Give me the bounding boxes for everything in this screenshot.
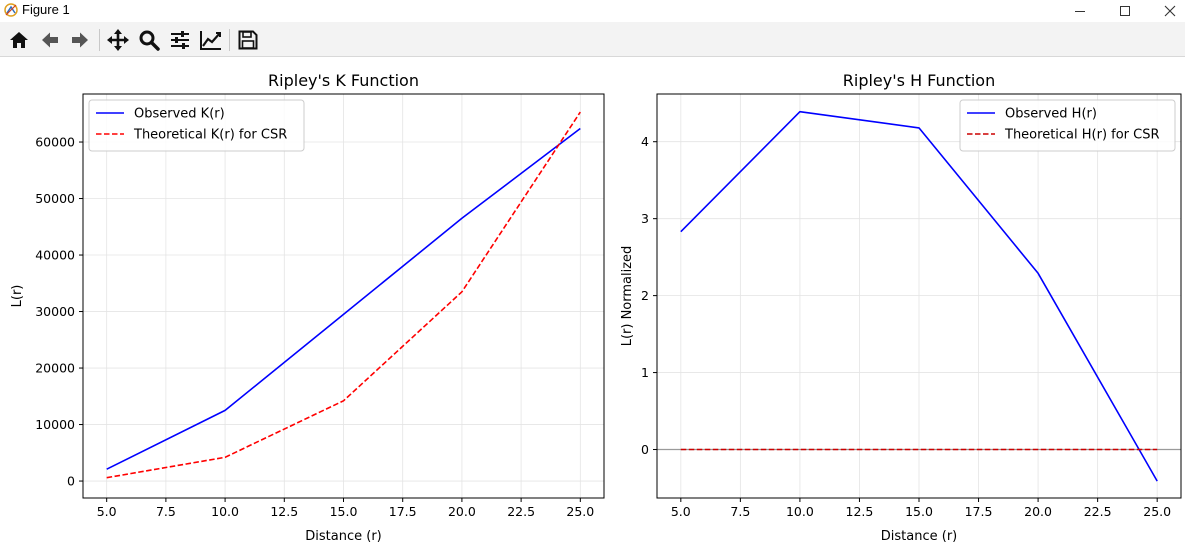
y-tick-label: 4 [641, 134, 649, 149]
x-tick-label: 7.5 [730, 504, 750, 519]
y-tick-label: 1 [641, 365, 649, 380]
chart-title: Ripley's K Function [268, 71, 419, 90]
y-tick-label: 0 [67, 474, 75, 489]
chart-title: Ripley's H Function [843, 71, 995, 90]
forward-button[interactable] [67, 27, 93, 53]
y-tick-label: 10000 [35, 417, 75, 432]
toolbar-separator [99, 29, 100, 51]
back-button[interactable] [37, 27, 63, 53]
magnifier-icon [139, 30, 160, 51]
y-tick-label: 40000 [35, 248, 75, 263]
home-icon [10, 32, 28, 48]
figure-app-icon [4, 3, 18, 17]
y-tick-label: 3 [641, 211, 649, 226]
x-tick-label: 5.0 [671, 504, 691, 519]
x-tick-label: 20.0 [448, 504, 476, 519]
toolbar-separator [229, 29, 230, 51]
x-tick-label: 25.0 [566, 504, 594, 519]
series-line-1 [680, 110, 1158, 482]
minimize-button[interactable] [1057, 0, 1103, 22]
zoom-button[interactable] [136, 27, 162, 53]
y-tick-label: 60000 [35, 135, 75, 150]
sliders-icon [171, 31, 189, 49]
y-tick-label: 2 [641, 288, 649, 303]
subplot-2: 5.0 7.5 10.0 12.5 15.0 17.5 20.0 22.5 25.0 0 1 2 3 4 R… [620, 71, 1182, 544]
line-chart-icon [200, 31, 221, 50]
legend-label: Observed H(r) [1005, 107, 1097, 122]
close-button[interactable] [1147, 0, 1185, 22]
legend: Observed K(r) Theoretical K(r) for CSR [88, 99, 305, 152]
window-title: Figure 1 [22, 2, 70, 17]
legend-label: Observed K(r) [134, 107, 225, 122]
x-tick-label: 12.5 [270, 504, 298, 519]
subplot-1: 5.0 7.5 10.0 12.5 15.0 17.5 20.0 22.5 25.0 0 10000… [10, 71, 605, 544]
title-bar: Figure 1 [0, 0, 1185, 22]
x-axis-label: Distance (r) [881, 529, 957, 544]
arrow-left-icon [42, 32, 58, 48]
close-icon [1164, 5, 1176, 17]
x-tick-label: 10.0 [786, 504, 814, 519]
figure-canvas: 5.0 7.5 10.0 12.5 15.0 17.5 20.0 22.5 25.0010000… [10, 71, 1182, 544]
y-tick-label: 50000 [35, 191, 75, 206]
x-tick-label: 22.5 [1084, 504, 1112, 519]
y-tick-label: 20000 [35, 361, 75, 376]
floppy-disk-icon [238, 30, 258, 50]
y-axis-label: L(r) [10, 285, 25, 308]
x-tick-label: 20.0 [1024, 504, 1052, 519]
home-button[interactable] [6, 27, 32, 53]
edit-axis-button[interactable] [198, 27, 224, 53]
legend-label: Theoretical H(r) for CSR [1004, 128, 1160, 143]
y-tick-label: 30000 [35, 304, 75, 319]
save-button[interactable] [235, 27, 261, 53]
x-tick-label: 15.0 [905, 504, 933, 519]
navigation-toolbar [0, 22, 1185, 57]
legend: Observed H(r) Theoretical H(r) for CSR [959, 99, 1176, 152]
x-tick-label: 12.5 [846, 504, 874, 519]
maximize-icon [1120, 6, 1130, 16]
x-tick-label: 25.0 [1143, 504, 1171, 519]
x-tick-label: 10.0 [211, 504, 239, 519]
x-tick-label: 17.5 [389, 504, 417, 519]
legend-box [959, 99, 1176, 152]
series-line-1 [106, 127, 581, 470]
legend-box [88, 99, 305, 152]
x-axis-label: Distance (r) [305, 529, 381, 544]
y-tick-label: 0 [641, 442, 649, 457]
x-tick-label: 7.5 [156, 504, 176, 519]
y-axis-label: L(r) Normalized [620, 246, 635, 347]
configure-subplots-button[interactable] [167, 27, 193, 53]
pan-button[interactable] [105, 27, 131, 53]
move-icon [107, 29, 129, 51]
x-tick-label: 15.0 [330, 504, 358, 519]
minimize-icon [1075, 11, 1085, 12]
series-line-2 [106, 111, 581, 479]
maximize-button[interactable] [1102, 0, 1148, 22]
arrow-right-icon [72, 32, 88, 48]
legend-label: Theoretical K(r) for CSR [133, 128, 287, 143]
x-tick-label: 5.0 [97, 504, 117, 519]
x-tick-label: 17.5 [965, 504, 993, 519]
x-tick-label: 22.5 [507, 504, 535, 519]
